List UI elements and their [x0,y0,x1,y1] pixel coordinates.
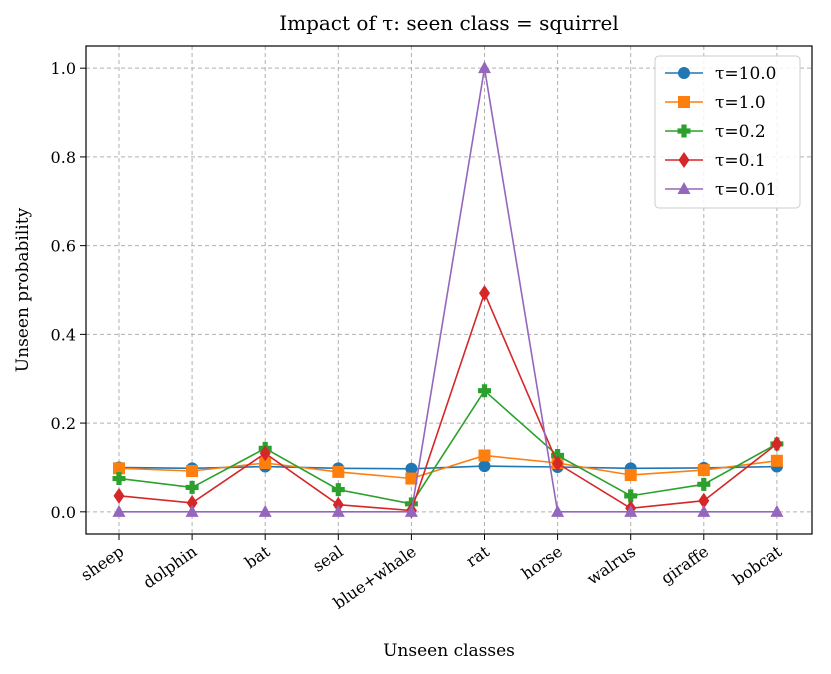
data-point [185,504,199,517]
data-point [259,445,271,462]
legend-label: τ=0.2 [715,122,766,142]
legend: τ=10.0 τ=1.0 τ=0.2 τ=0.1 τ=0.01 [654,55,801,209]
y-tick-label: 0.6 [51,237,76,256]
data-point [332,496,344,513]
chart-title: Impact of τ: seen class = squirrel [279,11,619,35]
data-point [404,504,418,517]
series-layer [112,61,784,519]
data-point [405,462,418,475]
data-point [698,492,710,509]
data-point [332,465,345,478]
y-tick-label: 0.8 [51,148,76,167]
legend-label: τ=0.1 [715,151,766,171]
data-point [112,472,126,486]
x-tick-label: dolphin [140,542,201,593]
y-axis-label: Unseen probability [13,207,33,372]
series-3 [113,285,783,519]
x-tick-label: horse [518,542,566,584]
data-point [258,504,272,517]
legend-label: τ=1.0 [715,93,766,113]
legend-marker [678,96,690,108]
data-point [479,285,490,302]
data-point [771,435,783,452]
legend-marker [677,124,691,138]
x-tick-label: rat [463,541,494,570]
data-point [113,487,125,504]
data-point [478,460,491,473]
x-axis-label: Unseen classes [383,641,515,661]
plot-frame [85,45,813,535]
data-point [770,454,783,467]
data-point [186,465,199,478]
data-point [478,384,491,398]
data-point [624,468,637,481]
legend-box [654,55,801,209]
data-point [624,489,638,503]
y-tick-label: 0.0 [51,503,76,522]
legend-label: τ=0.01 [715,180,777,200]
series-line [118,389,778,505]
y-tick-label: 0.4 [51,325,76,344]
data-point [697,477,711,491]
data-point [112,504,126,517]
data-point [405,472,418,485]
series-line [119,68,777,513]
x-tick-label: bat [241,541,274,572]
data-point [186,494,198,511]
data-point [624,504,638,517]
y-tick-label: 0.2 [51,414,76,433]
data-point [259,457,272,470]
y-tick-label: 1.0 [51,59,76,78]
data-point [770,504,784,517]
x-tick-label: sheep [77,542,127,585]
data-point [478,61,491,74]
legend-marker [678,152,690,168]
legend-marker [677,182,691,194]
data-point [113,462,125,475]
data-point [697,504,711,517]
data-point [185,480,199,494]
legend-marker [678,67,690,79]
data-point [331,483,345,497]
data-point [551,504,565,517]
data-point [331,504,345,517]
data-point [552,455,564,472]
series-4 [112,61,784,517]
y-axis: 0.0 0.2 0.4 0.6 0.8 1.0 [51,59,86,522]
data-point [478,449,491,462]
legend-label: τ=10.0 [715,64,777,84]
x-tick-label: seal [309,542,346,576]
x-tick-label: walrus [583,542,639,589]
x-tick-label: giraffe [657,542,712,588]
series-line [118,290,778,512]
x-tick-label: bobcat [729,541,785,588]
data-point [697,464,710,477]
